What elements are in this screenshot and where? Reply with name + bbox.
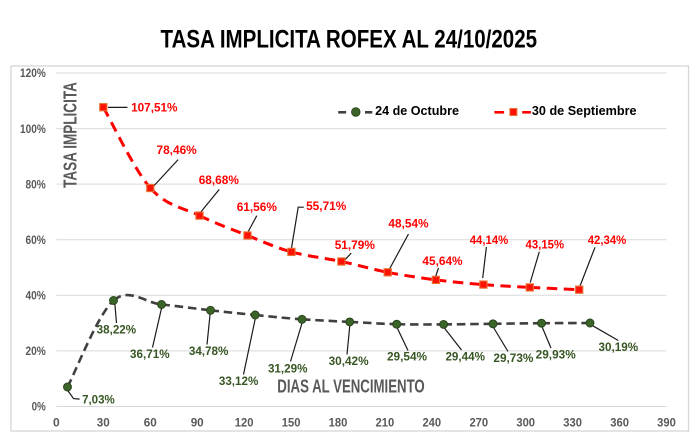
svg-text:TASA IMPLICITA: TASA IMPLICITA xyxy=(60,82,80,188)
svg-text:31,29%: 31,29% xyxy=(268,362,308,375)
svg-text:210: 210 xyxy=(376,415,395,429)
svg-text:80%: 80% xyxy=(26,177,47,191)
svg-text:330: 330 xyxy=(563,415,582,429)
svg-text:45,64%: 45,64% xyxy=(422,254,462,268)
svg-text:TASA IMPLICITA ROFEX AL 24/10/: TASA IMPLICITA ROFEX AL 24/10/2025 xyxy=(161,27,538,54)
svg-text:38,22%: 38,22% xyxy=(97,323,137,336)
svg-text:60%: 60% xyxy=(26,233,47,247)
svg-text:55,71%: 55,71% xyxy=(306,199,346,213)
svg-text:29,93%: 29,93% xyxy=(536,349,577,362)
svg-text:40%: 40% xyxy=(26,289,47,303)
svg-text:7,03%: 7,03% xyxy=(82,394,115,407)
svg-text:29,44%: 29,44% xyxy=(445,351,485,364)
svg-text:61,56%: 61,56% xyxy=(237,200,277,214)
svg-text:43,15%: 43,15% xyxy=(526,238,565,252)
svg-text:29,54%: 29,54% xyxy=(387,351,428,364)
svg-text:51,79%: 51,79% xyxy=(335,238,375,252)
svg-text:120: 120 xyxy=(235,415,254,429)
svg-text:360: 360 xyxy=(610,415,629,429)
svg-text:180: 180 xyxy=(329,415,348,429)
svg-text:29,73%: 29,73% xyxy=(493,352,534,365)
svg-text:DIAS AL VENCIMIENTO: DIAS AL VENCIMIENTO xyxy=(277,377,424,397)
svg-text:270: 270 xyxy=(469,415,488,429)
svg-text:60: 60 xyxy=(144,415,157,429)
svg-text:42,34%: 42,34% xyxy=(588,233,627,247)
svg-text:240: 240 xyxy=(422,415,441,429)
svg-text:30,42%: 30,42% xyxy=(329,355,370,368)
svg-text:78,46%: 78,46% xyxy=(157,143,197,157)
svg-text:30 de Septiembre: 30 de Septiembre xyxy=(532,103,637,118)
svg-text:0: 0 xyxy=(53,415,60,429)
svg-text:300: 300 xyxy=(516,415,535,429)
svg-text:107,51%: 107,51% xyxy=(131,101,178,115)
svg-text:48,54%: 48,54% xyxy=(388,217,428,231)
svg-text:44,14%: 44,14% xyxy=(470,233,509,247)
svg-text:33,12%: 33,12% xyxy=(219,375,259,388)
svg-text:390: 390 xyxy=(657,415,676,429)
svg-text:20%: 20% xyxy=(26,344,47,358)
svg-text:0%: 0% xyxy=(32,400,47,414)
svg-text:30,19%: 30,19% xyxy=(599,341,639,354)
svg-text:100%: 100% xyxy=(20,122,46,136)
svg-text:24 de Octubre: 24 de Octubre xyxy=(375,103,459,118)
svg-text:36,71%: 36,71% xyxy=(130,348,170,361)
svg-text:68,68%: 68,68% xyxy=(199,173,239,187)
svg-text:34,78%: 34,78% xyxy=(189,345,229,358)
svg-text:90: 90 xyxy=(191,415,204,429)
svg-text:30: 30 xyxy=(97,415,110,429)
svg-text:120%: 120% xyxy=(20,66,46,80)
svg-text:150: 150 xyxy=(282,415,301,429)
